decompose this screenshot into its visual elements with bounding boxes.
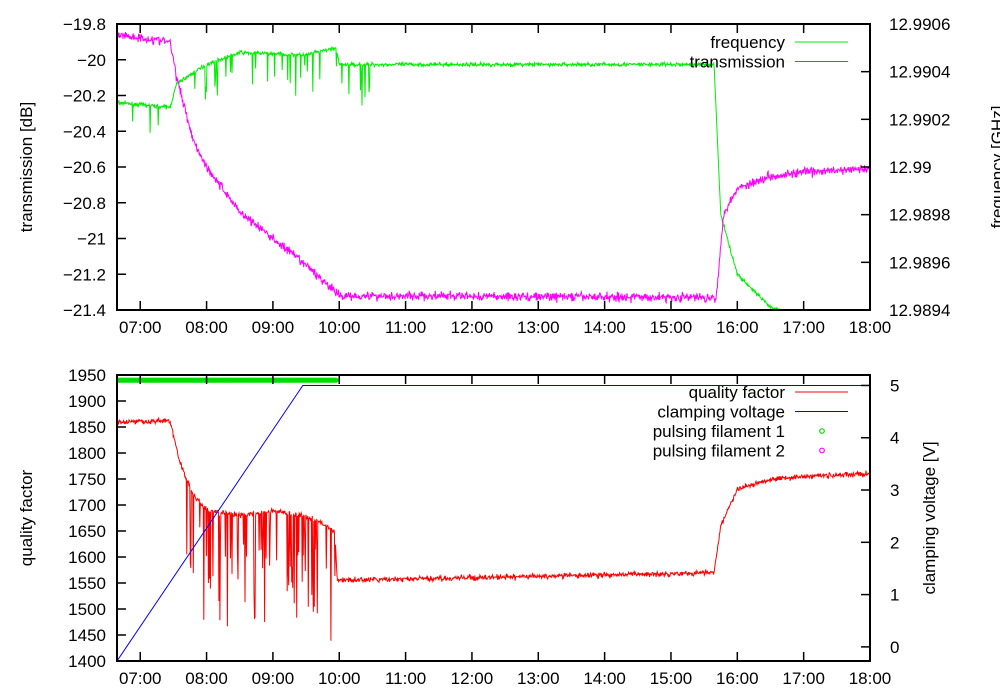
x-tick-label: 11:00 xyxy=(385,318,426,337)
y2-tick-label: 12.9906 xyxy=(889,15,950,34)
legend-label: quality factor xyxy=(689,383,786,402)
series-group xyxy=(117,31,870,310)
legend-label: transmission xyxy=(690,53,785,72)
series-pulsing-filament-1 xyxy=(117,377,339,383)
y-tick-label: 1800 xyxy=(68,444,106,463)
x-tick-label: 16:00 xyxy=(716,669,759,688)
y2-axis-label: clamping voltage [V] xyxy=(920,441,939,594)
plot-frame xyxy=(116,374,871,662)
y2-tick-label: 0 xyxy=(890,638,899,657)
y2-tick-label: 12.9902 xyxy=(889,110,950,129)
x-tick-label: 15:00 xyxy=(650,318,693,337)
series-clamping-voltage-line xyxy=(117,385,870,661)
legend-label: pulsing filament 2 xyxy=(653,442,785,461)
series-quality-factor-line xyxy=(117,416,870,641)
y2-axis-label: frequency [GHz] xyxy=(988,106,1000,229)
y2-tick-label: 4 xyxy=(890,429,899,448)
y2-tick-label: 1 xyxy=(890,586,899,605)
y-tick-label: 1500 xyxy=(68,600,106,619)
x-tick-label: 17:00 xyxy=(782,318,825,337)
x-tick-label: 10:00 xyxy=(318,318,361,337)
y-axis-label: transmission [dB] xyxy=(17,102,36,232)
x-tick-label: 18:00 xyxy=(849,669,892,688)
y-tick-label: 1550 xyxy=(68,574,106,593)
y-tick-label: −20.6 xyxy=(63,158,106,177)
x-tick-label: 14:00 xyxy=(583,318,626,337)
y2-tick-label: 5 xyxy=(890,376,899,395)
legend-label: pulsing filament 1 xyxy=(653,422,785,441)
series-transmission-line xyxy=(117,31,870,305)
x-tick-label: 09:00 xyxy=(252,318,295,337)
series-frequency-line xyxy=(117,45,781,310)
y-tick-label: 1950 xyxy=(68,366,106,385)
y-axis-label: quality factor xyxy=(17,469,36,566)
x-tick-label: 09:00 xyxy=(252,669,295,688)
y2-tick-label: 3 xyxy=(890,481,899,500)
legend-label: frequency xyxy=(710,33,785,52)
y-tick-label: −19.8 xyxy=(63,15,106,34)
x-tick-label: 13:00 xyxy=(517,669,560,688)
legend-point-symbol xyxy=(819,428,825,434)
x-tick-label: 07:00 xyxy=(119,669,162,688)
y-tick-label: −20.2 xyxy=(63,87,106,106)
y2-tick-label: 12.9898 xyxy=(889,206,950,225)
top-panel-transmission-frequency: 07:00 08:00 09:00 10:00 11:00 12:00 13:00 14:00… xyxy=(17,15,1000,337)
y-tick-label: −21.4 xyxy=(63,301,106,320)
y-tick-label: −20.4 xyxy=(63,122,106,141)
y2-tick-label: 12.9904 xyxy=(889,63,950,82)
x-tick-label: 10:00 xyxy=(318,669,361,688)
legend-point-symbol xyxy=(819,447,825,454)
y-tick-label: 1750 xyxy=(68,470,106,489)
y-tick-label: −20 xyxy=(77,51,106,70)
y-tick-label: 1600 xyxy=(68,548,106,567)
x-tick-label: 14:00 xyxy=(583,669,626,688)
legend-label: clamping voltage xyxy=(657,403,785,422)
x-tick-label: 12:00 xyxy=(451,669,494,688)
x-tick-label: 08:00 xyxy=(185,669,228,688)
y-tick-label: −21 xyxy=(77,230,106,249)
x-tick-label: 18:00 xyxy=(849,318,892,337)
y-tick-label: 1850 xyxy=(68,418,106,437)
x-tick-label: 16:00 xyxy=(716,318,759,337)
x-tick-label: 15:00 xyxy=(650,669,693,688)
x-tick-label: 08:00 xyxy=(185,318,228,337)
y-tick-label: −20.8 xyxy=(63,194,106,213)
y2-tick-label: 12.9894 xyxy=(889,301,950,320)
bottom-panel-quality-voltage: 07:00 08:00 09:00 10:00 11:00 12:00 13:00 14:00… xyxy=(17,366,939,688)
y-tick-label: 1450 xyxy=(68,626,106,645)
y-tick-label: 1400 xyxy=(68,652,106,671)
y2-tick-label: 12.99 xyxy=(889,158,932,177)
y-tick-label: 1700 xyxy=(68,496,106,515)
x-tick-label: 11:00 xyxy=(385,669,426,688)
y-tick-label: 1900 xyxy=(68,392,106,411)
y-tick-label: −21.2 xyxy=(63,265,106,284)
x-tick-label: 13:00 xyxy=(517,318,560,337)
x-tick-label: 07:00 xyxy=(119,318,162,337)
y-tick-label: 1650 xyxy=(68,522,106,541)
y2-tick-label: 2 xyxy=(890,533,899,552)
y2-tick-label: 12.9896 xyxy=(889,253,950,272)
x-tick-label: 12:00 xyxy=(451,318,494,337)
series-pulsing-filament-1-point xyxy=(333,377,339,383)
x-tick-label: 17:00 xyxy=(782,669,825,688)
series-group xyxy=(117,377,870,661)
